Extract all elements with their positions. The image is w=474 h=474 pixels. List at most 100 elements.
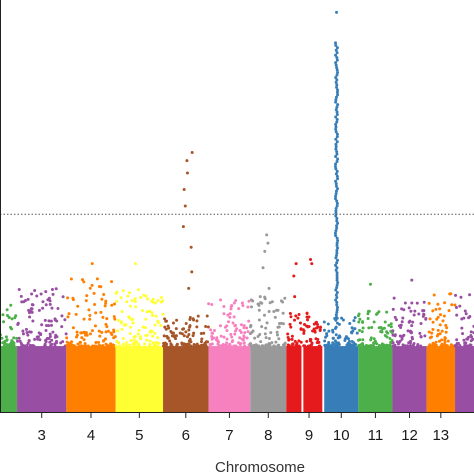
snp-hit-chr12 xyxy=(410,278,414,282)
snp-point-chr4 xyxy=(93,324,97,328)
snp-lead-chr10 xyxy=(336,157,340,161)
snp-point-chr4 xyxy=(76,304,80,308)
snp-point-chr12 xyxy=(391,307,395,311)
snp-point-chr4 xyxy=(100,330,104,334)
snp-point-chr5 xyxy=(147,344,151,348)
snp-point-chr7 xyxy=(223,325,227,329)
snp-point-chr3 xyxy=(20,300,24,304)
snp-point-chr6 xyxy=(182,334,186,338)
snp-point-chr8 xyxy=(249,342,253,346)
snp-lead-chr10 xyxy=(334,288,338,292)
snp-point-chr8 xyxy=(269,331,273,335)
snp-point-chr2 xyxy=(12,336,16,340)
snp-point-chr5 xyxy=(148,330,152,334)
snp-point-chr12 xyxy=(412,313,416,317)
snp-point-chr7 xyxy=(225,341,229,345)
snp-point-chr3 xyxy=(39,332,43,336)
snp-point-chr3 xyxy=(36,337,40,341)
snp-lead-chr10 xyxy=(336,221,340,225)
chromosome-band-6 xyxy=(163,346,209,412)
snp-point-chr5 xyxy=(154,340,158,344)
snp-point-chr10 xyxy=(331,328,335,332)
snp-point-chr5 xyxy=(118,344,122,348)
snp-point-chr4 xyxy=(80,336,84,340)
snp-point-chr6 xyxy=(167,326,171,330)
snp-point-chr3 xyxy=(28,315,32,319)
snp-lead-chr10 xyxy=(334,313,338,317)
snp-point-chr11 xyxy=(389,340,393,344)
snp-lead-chr10 xyxy=(334,130,338,134)
snp-point-chr3 xyxy=(44,340,48,344)
snp-point-chr3 xyxy=(29,330,33,334)
snp-point-chr6 xyxy=(192,344,196,348)
snp-point-chr8 xyxy=(275,333,279,337)
snp-point-chr3 xyxy=(59,341,63,345)
snp-lead-chr10 xyxy=(335,132,339,136)
snp-lead-chr10 xyxy=(335,244,339,248)
snp-point-chr5 xyxy=(125,344,129,348)
snp-point-chr9 xyxy=(290,334,294,338)
snp-point-chr5 xyxy=(121,336,125,340)
snp-point-chr9 xyxy=(298,321,302,325)
snp-point-chr7 xyxy=(246,305,250,309)
snp-hit-chr4 xyxy=(90,262,94,266)
snp-point-chr9b xyxy=(316,325,320,329)
snp-point-chr9 xyxy=(297,339,301,343)
snp-point-chr5 xyxy=(132,338,136,342)
snp-point-chr7 xyxy=(234,344,238,348)
snp-point-chr7 xyxy=(225,337,229,341)
snp-point-chr12 xyxy=(413,309,417,313)
snp-point-chr3 xyxy=(39,292,43,296)
snp-point-chr5 xyxy=(139,296,143,300)
snp-point-chr5 xyxy=(117,341,121,345)
snp-point-chr9 xyxy=(296,316,300,320)
snp-point-chr11 xyxy=(361,320,365,324)
snp-point-chr8 xyxy=(275,330,279,334)
snp-point-chr7 xyxy=(210,334,214,338)
snp-point-chr7 xyxy=(233,324,237,328)
snp-point-chr7 xyxy=(225,329,229,333)
snp-point-chr11 xyxy=(369,343,373,347)
snp-point-chr2 xyxy=(10,339,14,343)
snp-point-chr13 xyxy=(442,314,446,318)
snp-point-chr7 xyxy=(241,338,245,342)
snp-lead-chr10 xyxy=(334,256,338,260)
snp-point-chr2 xyxy=(15,336,19,340)
snp-point-chr9b xyxy=(312,327,316,331)
snp-point-chr9b xyxy=(313,330,317,334)
snp-point-chr9 xyxy=(294,344,298,348)
chromosome-band-13 xyxy=(426,346,456,412)
snp-point-chr14 xyxy=(456,341,460,345)
snp-lead-chr10 xyxy=(334,48,338,52)
snp-point-chr5 xyxy=(146,297,150,301)
snp-point-chr8 xyxy=(264,336,268,340)
snp-point-chr12 xyxy=(392,296,396,300)
snp-lead-chr10 xyxy=(335,266,339,270)
snp-point-chr9 xyxy=(289,325,293,329)
snp-point-chr11 xyxy=(373,340,377,344)
snp-point-chr8 xyxy=(265,321,269,325)
snp-lead-chr10 xyxy=(334,162,338,166)
snp-point-chr7 xyxy=(210,337,214,341)
snp-point-chr13 xyxy=(431,320,435,324)
snp-hit-chr8 xyxy=(267,286,271,290)
snp-hit-chr6 xyxy=(190,150,194,154)
snp-point-chr5 xyxy=(151,334,155,338)
snp-point-chr9 xyxy=(299,340,303,344)
snp-point-chr7 xyxy=(237,341,241,345)
snp-point-chr12 xyxy=(391,344,395,348)
snp-point-chr9 xyxy=(288,322,292,326)
snp-point-chr10 xyxy=(353,316,357,320)
snp-point-chr6 xyxy=(206,340,210,344)
snp-lead-chr10 xyxy=(334,293,338,297)
snp-point-chr13 xyxy=(428,336,432,340)
snp-point-chr7 xyxy=(240,301,244,305)
snp-point-chr5 xyxy=(159,300,163,304)
snp-point-chr4 xyxy=(86,344,90,348)
snp-point-chr4 xyxy=(104,299,108,303)
snp-point-chr8 xyxy=(268,343,272,347)
snp-lead-chr10 xyxy=(335,310,339,314)
snp-point-chr12 xyxy=(391,329,395,333)
snp-point-chr14 xyxy=(460,317,464,321)
snp-point-chr6 xyxy=(163,341,167,345)
